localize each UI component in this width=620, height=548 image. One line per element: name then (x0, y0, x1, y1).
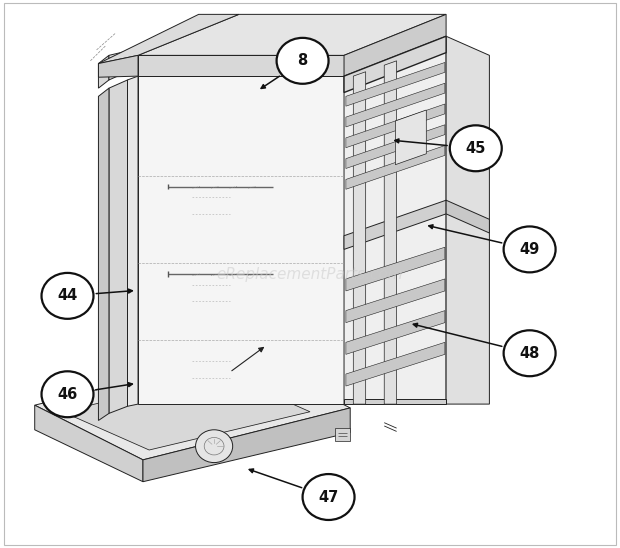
Polygon shape (346, 104, 445, 148)
Polygon shape (99, 55, 138, 77)
Polygon shape (128, 76, 138, 406)
Polygon shape (344, 36, 446, 93)
Polygon shape (446, 36, 489, 404)
Circle shape (503, 330, 556, 376)
Polygon shape (138, 76, 344, 404)
Text: 49: 49 (520, 242, 540, 257)
Text: 46: 46 (58, 387, 78, 402)
Polygon shape (346, 247, 445, 291)
Polygon shape (99, 88, 109, 420)
Polygon shape (344, 398, 446, 404)
Text: 45: 45 (466, 141, 486, 156)
Circle shape (450, 125, 502, 171)
Polygon shape (346, 62, 445, 106)
Polygon shape (446, 200, 489, 233)
Polygon shape (396, 110, 427, 165)
Polygon shape (344, 200, 446, 249)
Polygon shape (346, 125, 445, 168)
Polygon shape (346, 279, 445, 323)
Polygon shape (346, 342, 445, 386)
Polygon shape (346, 311, 445, 355)
Polygon shape (344, 14, 446, 76)
Circle shape (42, 372, 94, 417)
Text: 44: 44 (58, 288, 78, 304)
Polygon shape (35, 353, 350, 460)
Polygon shape (138, 55, 344, 76)
Polygon shape (346, 83, 445, 127)
Circle shape (195, 430, 232, 463)
Polygon shape (384, 61, 397, 404)
Circle shape (277, 38, 329, 84)
Text: 47: 47 (319, 489, 339, 505)
Polygon shape (344, 36, 446, 404)
Polygon shape (143, 408, 350, 482)
Polygon shape (99, 55, 109, 88)
Text: 8: 8 (298, 53, 308, 68)
Polygon shape (346, 146, 445, 189)
Circle shape (303, 474, 355, 520)
Circle shape (42, 273, 94, 319)
Text: eReplacementParts.com: eReplacementParts.com (216, 266, 404, 282)
Polygon shape (138, 14, 446, 55)
Polygon shape (353, 72, 366, 404)
Circle shape (503, 226, 556, 272)
Polygon shape (63, 374, 310, 450)
Text: 48: 48 (520, 346, 540, 361)
Polygon shape (99, 14, 239, 64)
Polygon shape (109, 51, 128, 80)
Polygon shape (335, 428, 350, 441)
Polygon shape (109, 80, 128, 413)
Polygon shape (35, 405, 143, 482)
